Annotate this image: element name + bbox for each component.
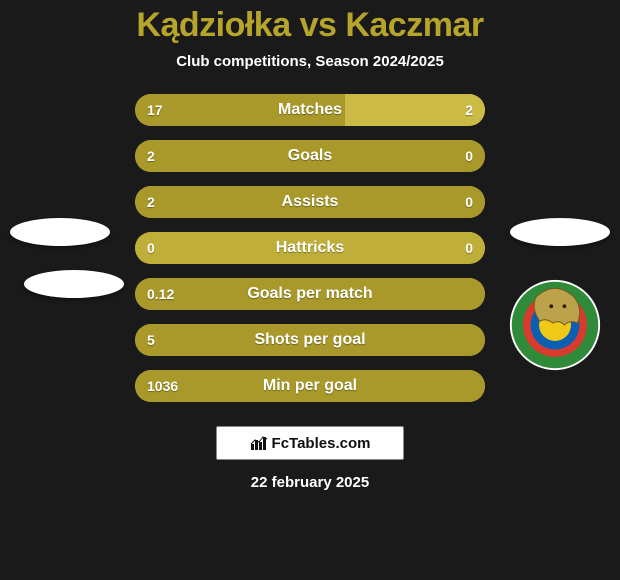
stat-value-right: 0 <box>465 140 473 172</box>
stat-label: Goals <box>135 140 485 172</box>
page-title: Kądziołka vs Kaczmar <box>0 6 620 45</box>
stat-row: Matches17 2 <box>135 94 485 126</box>
bar-chart-icon <box>250 435 268 451</box>
stats-rows: Matches172Goals20Assists20Hattricks00Goa… <box>135 94 485 402</box>
date-text: 22 february 2025 <box>0 474 620 491</box>
club-badge <box>508 278 602 372</box>
stat-value-right: 0 <box>465 186 473 218</box>
arena: Matches172Goals20Assists20Hattricks00Goa… <box>0 94 620 402</box>
stat-label: Goals per match <box>135 278 485 310</box>
player-right-ellipse-1 <box>510 218 610 246</box>
subtitle: Club competitions, Season 2024/2025 <box>0 53 620 70</box>
club-badge-svg <box>508 278 602 372</box>
stat-value-left: 2 <box>147 186 155 218</box>
stat-row: Goals per match0.12 <box>135 278 485 310</box>
stat-value-left: 0.12 <box>147 278 174 310</box>
stat-value-left: 17 <box>147 94 163 126</box>
stat-value-left: 0 <box>147 232 155 264</box>
comparison-card: Kądziołka vs Kaczmar Club competitions, … <box>0 0 620 580</box>
stat-value-right: 0 <box>465 232 473 264</box>
stat-label: Assists <box>135 186 485 218</box>
stat-value-left: 5 <box>147 324 155 356</box>
stat-value-right: 2 <box>465 94 473 126</box>
stat-label: Hattricks <box>135 232 485 264</box>
stat-row: Hattricks0 0 <box>135 232 485 264</box>
footer-brand-badge[interactable]: FcTables.com <box>216 426 404 460</box>
player-left-ellipse-1 <box>10 218 110 246</box>
footer-brand-text: FcTables.com <box>272 435 371 452</box>
stat-value-left: 1036 <box>147 370 178 402</box>
stat-row: Assists2 0 <box>135 186 485 218</box>
stat-label: Matches <box>135 94 485 126</box>
stat-value-left: 2 <box>147 140 155 172</box>
player-left-ellipse-2 <box>24 270 124 298</box>
stat-row: Shots per goal5 <box>135 324 485 356</box>
stat-label: Min per goal <box>135 370 485 402</box>
stat-label: Shots per goal <box>135 324 485 356</box>
stat-row: Goals2 0 <box>135 140 485 172</box>
stat-row: Min per goal1036 <box>135 370 485 402</box>
